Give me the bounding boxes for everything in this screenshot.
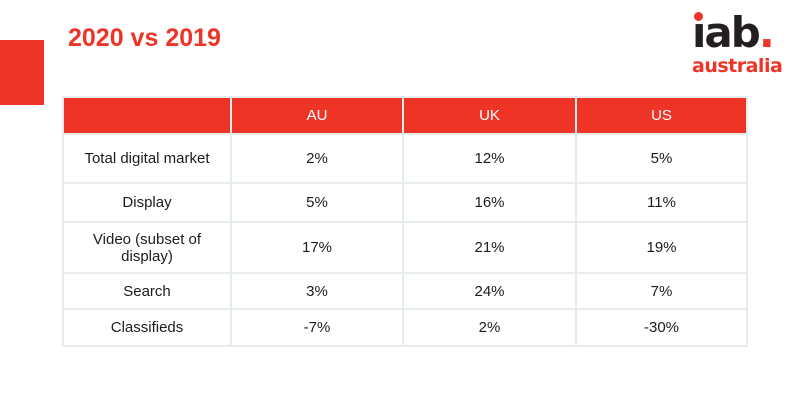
- header-cell-us: US: [575, 96, 748, 135]
- cell-value: 2%: [402, 308, 577, 347]
- row-label: Total digital market: [62, 133, 232, 184]
- iab-australia-logo: ıab. australia: [692, 12, 783, 77]
- iab-logo-letters: ıab: [692, 8, 761, 57]
- table-row: Video (subset of display) 17% 21% 19%: [62, 221, 748, 274]
- cell-value: 5%: [575, 133, 748, 184]
- table-header-row: AU UK US: [62, 96, 748, 135]
- cell-value: -7%: [230, 308, 404, 347]
- table-row: Classifieds -7% 2% -30%: [62, 308, 748, 347]
- cell-value: 17%: [230, 221, 404, 274]
- cell-value: 5%: [230, 182, 404, 223]
- cell-value: 24%: [402, 272, 577, 310]
- cell-value: -30%: [575, 308, 748, 347]
- cell-value: 2%: [230, 133, 404, 184]
- table-row: Search 3% 24% 7%: [62, 272, 748, 310]
- cell-value: 12%: [402, 133, 577, 184]
- iab-logo-subtitle: australia: [692, 55, 783, 77]
- growth-comparison-table: AU UK US Total digital market 2% 12% 5% …: [62, 96, 748, 347]
- row-label: Display: [62, 182, 232, 223]
- header-cell-empty: [62, 96, 232, 135]
- row-label: Classifieds: [62, 308, 232, 347]
- cell-value: 16%: [402, 182, 577, 223]
- red-accent-block: [0, 40, 44, 105]
- cell-value: 19%: [575, 221, 748, 274]
- header-cell-uk: UK: [402, 96, 577, 135]
- iab-logo-period: .: [758, 8, 775, 57]
- cell-value: 21%: [402, 221, 577, 274]
- iab-logo-i-dot-icon: [694, 12, 703, 21]
- row-label: Video (subset of display): [62, 221, 232, 274]
- table-row: Display 5% 16% 11%: [62, 182, 748, 223]
- header-cell-au: AU: [230, 96, 404, 135]
- cell-value: 11%: [575, 182, 748, 223]
- table-row: Total digital market 2% 12% 5%: [62, 133, 748, 184]
- page-title: 2020 vs 2019: [68, 24, 221, 52]
- cell-value: 7%: [575, 272, 748, 310]
- iab-logo-wordmark: ıab.: [692, 12, 775, 54]
- row-label: Search: [62, 272, 232, 310]
- cell-value: 3%: [230, 272, 404, 310]
